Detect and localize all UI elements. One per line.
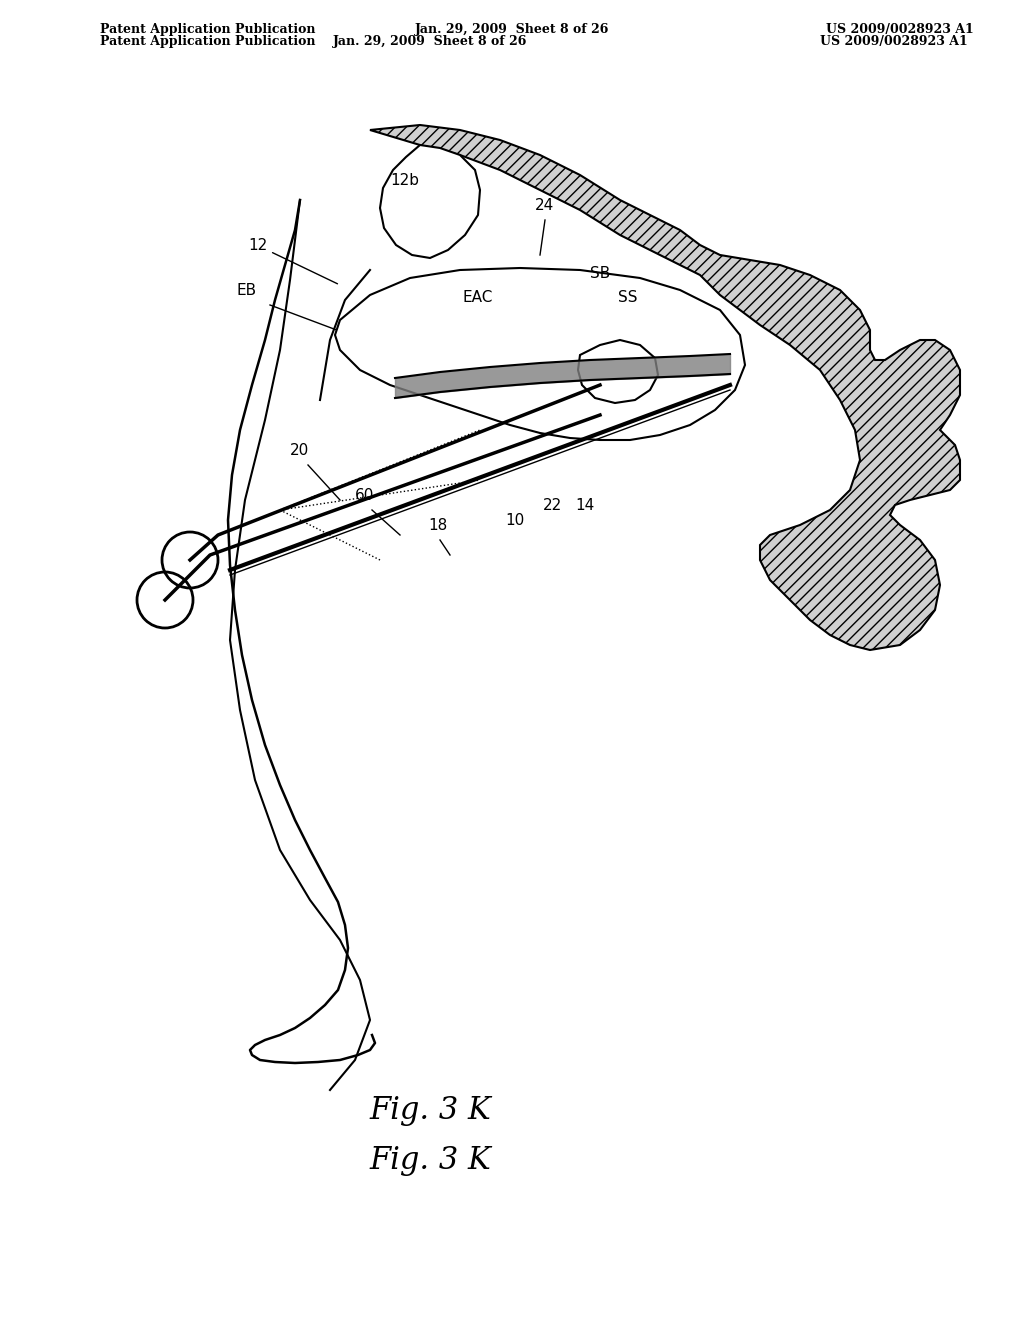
Text: 10: 10 <box>505 513 524 528</box>
Text: 20: 20 <box>290 444 309 458</box>
Polygon shape <box>335 268 745 440</box>
Text: Patent Application Publication: Patent Application Publication <box>100 36 315 48</box>
Text: Jan. 29, 2009  Sheet 8 of 26: Jan. 29, 2009 Sheet 8 of 26 <box>333 36 527 48</box>
Text: US 2009/0028923 A1: US 2009/0028923 A1 <box>826 24 974 37</box>
Polygon shape <box>380 145 480 257</box>
Text: Jan. 29, 2009  Sheet 8 of 26: Jan. 29, 2009 Sheet 8 of 26 <box>415 24 609 37</box>
Text: Fig. 3 K: Fig. 3 K <box>369 1094 490 1126</box>
Text: 14: 14 <box>575 498 594 513</box>
Text: 24: 24 <box>535 198 554 213</box>
Text: Fig. 3 K: Fig. 3 K <box>369 1144 490 1176</box>
Text: EAC: EAC <box>462 290 493 305</box>
Text: 60: 60 <box>355 488 375 503</box>
Text: SB: SB <box>590 267 610 281</box>
Text: EB: EB <box>237 282 257 298</box>
Text: US 2009/0028923 A1: US 2009/0028923 A1 <box>820 36 968 48</box>
Text: 12b: 12b <box>390 173 419 187</box>
Polygon shape <box>370 125 961 649</box>
Text: 18: 18 <box>428 517 447 533</box>
Text: SS: SS <box>618 290 638 305</box>
Text: Patent Application Publication: Patent Application Publication <box>100 24 315 37</box>
Text: 22: 22 <box>543 498 562 513</box>
Polygon shape <box>578 341 658 403</box>
Text: 12: 12 <box>248 238 338 284</box>
